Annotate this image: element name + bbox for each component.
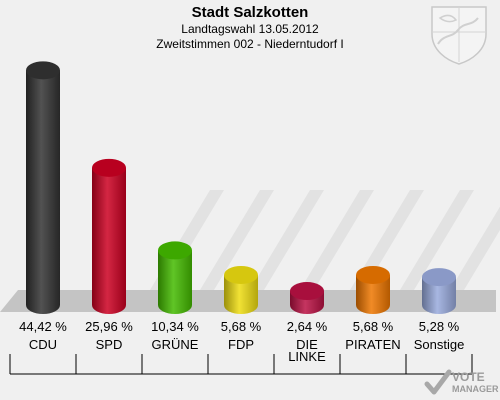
checkmark-icon [424, 369, 452, 395]
votemanager-logo: VOTE MANAGER [424, 366, 500, 400]
bar-grüne [158, 241, 192, 314]
background-stripe [350, 190, 424, 290]
coat-of-arms-icon [431, 6, 487, 65]
value-label: 5,28 % [419, 319, 460, 334]
bar-top [158, 241, 192, 260]
background-stripe [250, 190, 324, 290]
value-label: 10,34 % [151, 319, 199, 334]
category-label: PIRATEN [345, 337, 400, 352]
category-label: Sonstige [414, 337, 465, 352]
brand-line2: MANAGER [452, 384, 499, 394]
bar-top [422, 268, 456, 287]
category-label: DIE [296, 337, 318, 352]
bar-top [290, 282, 324, 301]
bar-top [92, 158, 126, 177]
bar-fdp [224, 265, 258, 314]
bar-body [26, 70, 60, 314]
bar-top [224, 265, 258, 284]
bar-body [356, 274, 390, 314]
category-label: LINKE [288, 349, 326, 364]
category-label: FDP [228, 337, 254, 352]
bar-body [224, 274, 258, 314]
bar-piraten [356, 265, 390, 314]
bar-die-linke [290, 282, 324, 314]
bar-body [422, 277, 456, 314]
value-label: 5,68 % [221, 319, 262, 334]
background-stripe [200, 190, 274, 290]
background-stripe [300, 190, 374, 290]
category-label: SPD [96, 337, 123, 352]
bar-top [356, 265, 390, 284]
bar-spd [92, 158, 126, 314]
background-stripe [400, 190, 474, 290]
chart-title: Stadt Salzkotten [191, 4, 309, 21]
value-label: 2,64 % [287, 319, 328, 334]
bar-top [26, 61, 60, 80]
category-label: CDU [29, 337, 57, 352]
bar-sonstige [422, 268, 456, 314]
bar-body [92, 167, 126, 314]
background-stripe [450, 206, 500, 290]
category-label: GRÜNE [152, 337, 199, 352]
brand-line1: VOTE [452, 370, 485, 384]
chart-subtitle-district: Zweitstimmen 002 - Niederntudorf I [156, 37, 344, 51]
chart-subtitle-date: Landtagswahl 13.05.2012 [181, 22, 319, 36]
value-label: 25,96 % [85, 319, 133, 334]
bar-cdu [26, 61, 60, 314]
bar-body [158, 250, 192, 314]
value-label: 44,42 % [19, 319, 67, 334]
value-label: 5,68 % [353, 319, 394, 334]
chart-titles: Stadt Salzkotten Landtagswahl 13.05.2012… [0, 4, 500, 52]
